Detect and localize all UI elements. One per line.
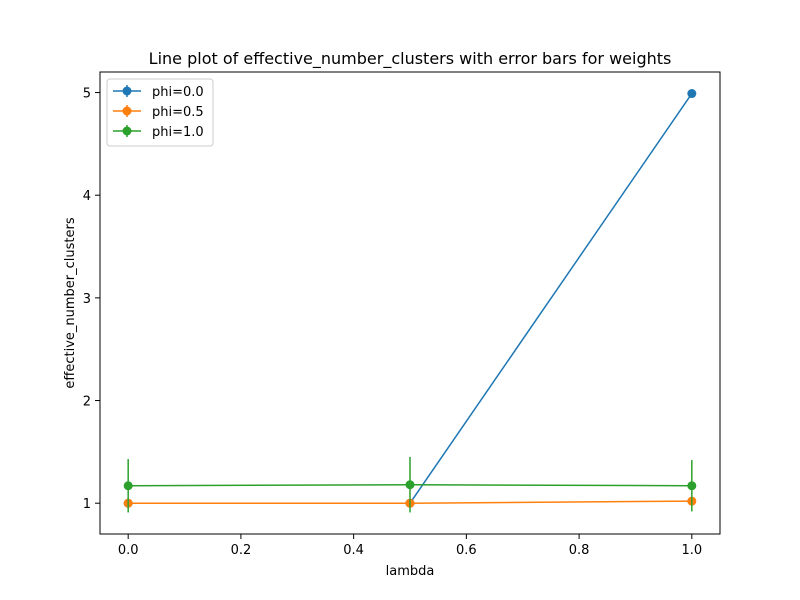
plot-frame <box>99 71 721 535</box>
x-tick-label: 0.0 <box>118 543 139 558</box>
legend-marker <box>122 106 132 116</box>
x-axis: 0.0 0.2 0.4 0.6 0.8 1.0 <box>118 534 702 558</box>
data-point <box>123 481 133 491</box>
x-tick-label: 0.4 <box>343 543 364 558</box>
x-tick-label: 0.2 <box>231 543 252 558</box>
legend-label: phi=1.0 <box>152 125 204 140</box>
y-tick-label: 4 <box>83 189 91 204</box>
legend-entry: phi=0.0 <box>113 85 204 100</box>
x-tick-label: 0.6 <box>456 543 477 558</box>
chart-title: Line plot of effective_number_clusters w… <box>149 49 672 69</box>
data-point <box>405 480 415 490</box>
x-tick-label: 1.0 <box>681 543 702 558</box>
legend-entry: phi=1.0 <box>113 125 204 140</box>
y-axis-label: effective_number_clusters <box>63 217 78 388</box>
legend-entry: phi=0.5 <box>113 105 204 120</box>
legend-marker <box>122 126 132 136</box>
legend-label: phi=0.5 <box>152 105 204 120</box>
legend-marker <box>122 86 132 96</box>
series-layer <box>123 89 697 513</box>
series-phi=1.0 <box>123 457 697 513</box>
data-point <box>687 89 697 99</box>
y-tick-label: 2 <box>83 395 91 410</box>
y-tick-label: 3 <box>83 292 91 307</box>
legend-box <box>106 78 214 147</box>
y-tick-label: 1 <box>83 497 91 512</box>
x-axis-label: lambda <box>386 564 435 579</box>
y-tick-label: 5 <box>83 87 91 102</box>
data-point <box>687 481 697 491</box>
x-tick-label: 0.8 <box>569 543 590 558</box>
legend: phi=0.0 phi=0.5 phi=1.0 <box>106 78 214 147</box>
y-axis: 1 2 3 4 5 <box>83 87 100 512</box>
legend-label: phi=0.0 <box>152 85 204 100</box>
